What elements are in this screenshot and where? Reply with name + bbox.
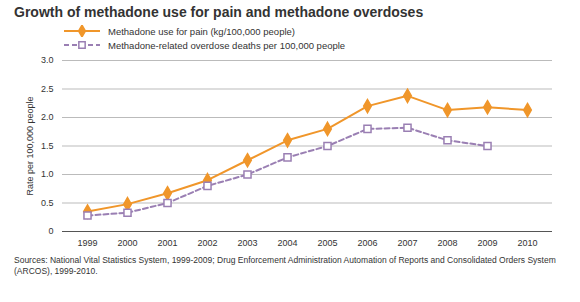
svg-text:0.5: 0.5 [41,198,54,208]
svg-text:2002: 2002 [197,238,217,248]
html-text:Methadone-related overdose dea: Methadone-related overdose deaths per 10… [108,39,346,51]
svg-text:2005: 2005 [317,238,337,248]
svg-text:2003: 2003 [237,238,257,248]
svg-text:1.0: 1.0 [41,169,54,179]
html-text:Methadone use for pain (kg/100: Methadone use for pain (kg/100,000 peopl… [108,25,295,37]
svg-text:2.5: 2.5 [41,84,54,94]
svg-text:3.0: 3.0 [41,55,54,65]
svg-text:2009: 2009 [477,238,497,248]
svg-text:2006: 2006 [357,238,377,248]
svg-text:2001: 2001 [157,238,177,248]
svg-text:2007: 2007 [397,238,417,248]
html-text:Sources: National Vital Statis: Sources: National Vital Statistics Syste… [14,255,556,276]
svg-text:2010: 2010 [517,238,537,248]
svg-text:1.5: 1.5 [41,141,54,151]
svg-text:2004: 2004 [277,238,297,248]
svg-text:0: 0 [48,226,53,236]
svg-text:Rate per 100,000 people: Rate per 100,000 people [25,96,35,195]
html-text:Growth of methadone use for pa: Growth of methadone use for pain and met… [14,4,424,20]
svg-text:1999: 1999 [77,238,97,248]
svg-text:2008: 2008 [437,238,457,248]
svg-text:2000: 2000 [117,238,137,248]
svg-text:2.0: 2.0 [41,112,54,122]
